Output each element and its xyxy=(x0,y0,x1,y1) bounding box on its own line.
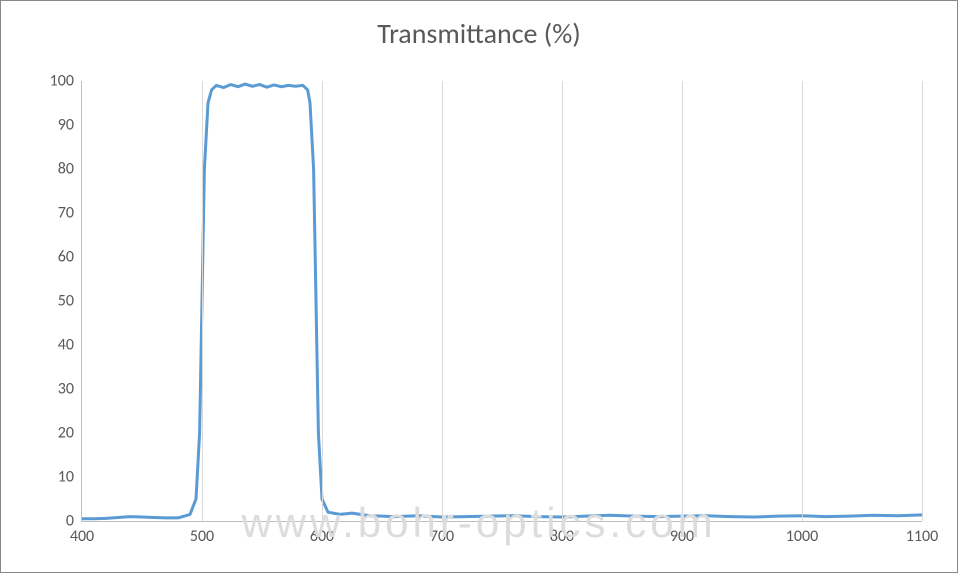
y-tick-label: 40 xyxy=(58,336,74,355)
x-tick-label: 1100 xyxy=(906,527,938,546)
y-tick-label: 70 xyxy=(58,204,74,223)
y-tick-label: 60 xyxy=(58,248,74,267)
x-tick-label: 900 xyxy=(670,527,694,546)
gridline-vertical xyxy=(202,81,203,521)
chart-title: Transmittance (%) xyxy=(1,16,957,51)
x-tick-label: 1000 xyxy=(786,527,818,546)
y-tick-label: 100 xyxy=(50,72,74,91)
line-chart-svg xyxy=(82,81,922,521)
y-tick-label: 20 xyxy=(58,424,74,443)
x-tick-label: 500 xyxy=(190,527,214,546)
y-tick-label: 10 xyxy=(58,468,74,487)
x-tick-label: 800 xyxy=(550,527,574,546)
gridline-vertical xyxy=(682,81,683,521)
transmittance-line xyxy=(82,84,922,519)
x-tick-label: 600 xyxy=(310,527,334,546)
y-tick-label: 30 xyxy=(58,380,74,399)
y-tick-label: 50 xyxy=(58,292,74,311)
y-tick-label: 80 xyxy=(58,160,74,179)
y-tick-label: 0 xyxy=(66,512,74,531)
gridline-vertical xyxy=(562,81,563,521)
chart-container: Transmittance (%) 4005006007008009001000… xyxy=(0,0,958,573)
gridline-vertical xyxy=(322,81,323,521)
gridline-vertical xyxy=(442,81,443,521)
plot-area: 4005006007008009001000110001020304050607… xyxy=(81,81,922,522)
x-tick-label: 700 xyxy=(430,527,454,546)
gridline-vertical xyxy=(802,81,803,521)
gridline-vertical xyxy=(922,81,923,521)
y-tick-label: 90 xyxy=(58,116,74,135)
